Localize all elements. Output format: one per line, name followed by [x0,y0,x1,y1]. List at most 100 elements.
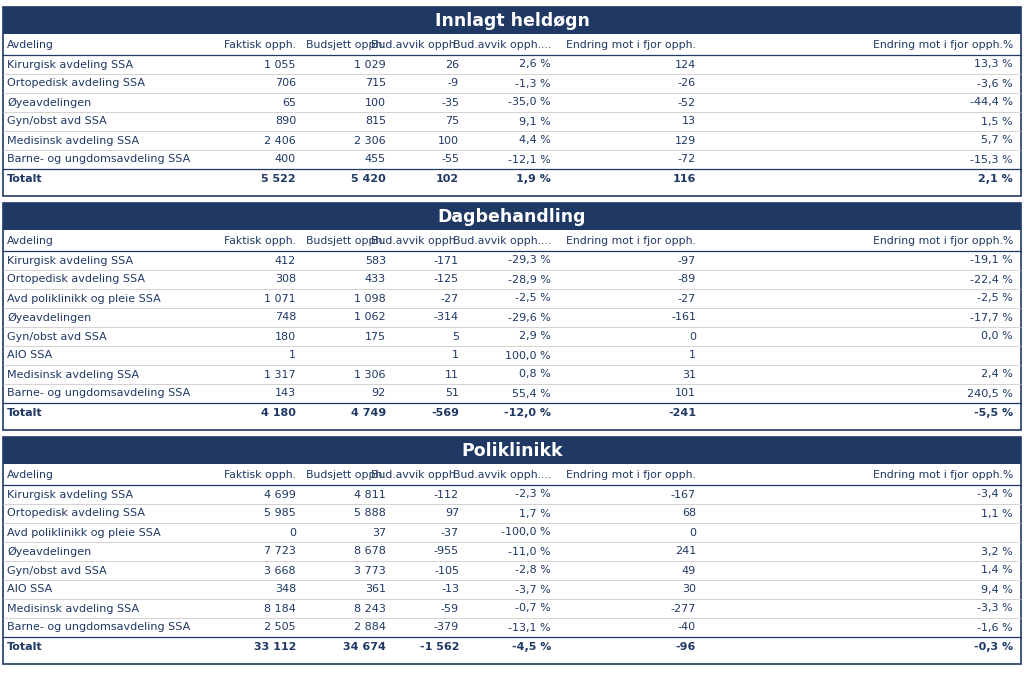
Text: 13,3 %: 13,3 % [975,60,1013,69]
Text: 26: 26 [444,60,459,69]
Text: Bud.avvik opph.: Bud.avvik opph. [371,39,459,50]
Text: 31: 31 [682,369,696,380]
Text: -12,0 %: -12,0 % [504,407,551,418]
Text: 51: 51 [445,388,459,399]
Text: Kirurgisk avdeling SSA: Kirurgisk avdeling SSA [7,490,133,500]
Text: -161: -161 [671,312,696,323]
Text: -52: -52 [678,98,696,107]
Text: 4 699: 4 699 [264,490,296,500]
Text: -0,7 %: -0,7 % [515,604,551,614]
Text: 8 243: 8 243 [354,604,386,614]
Text: -2,5 %: -2,5 % [977,293,1013,304]
Text: -72: -72 [678,155,696,164]
Text: 890: 890 [274,117,296,126]
Text: Faktisk opph.: Faktisk opph. [224,469,296,479]
Bar [3,203,1021,230]
Text: Bud.avvik opph....: Bud.avvik opph.... [453,469,551,479]
Text: 1: 1 [289,350,296,361]
Text: 361: 361 [365,585,386,595]
Bar [3,203,1021,430]
Text: 5 420: 5 420 [351,174,386,183]
Text: Budsjett opph.: Budsjett opph. [306,39,386,50]
Bar [3,7,1021,196]
Text: 49: 49 [682,566,696,576]
Text: -4,5 %: -4,5 % [512,642,551,651]
Text: -27: -27 [678,293,696,304]
Text: 34 674: 34 674 [343,642,386,651]
Text: Medisinsk avdeling SSA: Medisinsk avdeling SSA [7,604,139,614]
Text: Avdeling: Avdeling [7,469,54,479]
Text: -13: -13 [441,585,459,595]
Text: Kirurgisk avdeling SSA: Kirurgisk avdeling SSA [7,60,133,69]
Text: -3,4 %: -3,4 % [977,490,1013,500]
Text: 37: 37 [372,528,386,538]
Text: 100: 100 [438,136,459,145]
Text: -29,3 %: -29,3 % [508,255,551,265]
Text: -22,4 %: -22,4 % [970,274,1013,285]
Text: Gyn/obst avd SSA: Gyn/obst avd SSA [7,566,106,576]
Text: 715: 715 [365,79,386,88]
Text: Endring mot i fjor opph.: Endring mot i fjor opph. [566,39,696,50]
Text: 2 505: 2 505 [264,623,296,633]
Text: -29,6 %: -29,6 % [508,312,551,323]
Text: -11,0 %: -11,0 % [508,547,551,557]
Text: -2,8 %: -2,8 % [515,566,551,576]
Text: Øyeavdelingen: Øyeavdelingen [7,547,91,557]
Text: -89: -89 [678,274,696,285]
Text: 65: 65 [282,98,296,107]
Text: Gyn/obst avd SSA: Gyn/obst avd SSA [7,331,106,342]
Text: -40: -40 [678,623,696,633]
Text: 5 985: 5 985 [264,509,296,519]
Text: 308: 308 [274,274,296,285]
Text: 4 180: 4 180 [261,407,296,418]
Text: 583: 583 [365,255,386,265]
Text: Endring mot i fjor opph.%: Endring mot i fjor opph.% [872,236,1013,246]
Text: 100,0 %: 100,0 % [506,350,551,361]
Text: Avd poliklinikk og pleie SSA: Avd poliklinikk og pleie SSA [7,528,161,538]
Text: Medisinsk avdeling SSA: Medisinsk avdeling SSA [7,369,139,380]
Text: Totalt: Totalt [7,174,43,183]
Text: 3 668: 3 668 [264,566,296,576]
Text: 1,9 %: 1,9 % [516,174,551,183]
Text: 30: 30 [682,585,696,595]
Text: 5 888: 5 888 [354,509,386,519]
Text: Bud.avvik opph.: Bud.avvik opph. [371,236,459,246]
Text: -28,9 %: -28,9 % [508,274,551,285]
Text: 4 749: 4 749 [351,407,386,418]
Text: -1,3 %: -1,3 % [515,79,551,88]
Text: 0,8 %: 0,8 % [519,369,551,380]
Text: -2,5 %: -2,5 % [515,293,551,304]
Text: -314: -314 [434,312,459,323]
Text: Endring mot i fjor opph.%: Endring mot i fjor opph.% [872,39,1013,50]
Text: -0,3 %: -0,3 % [974,642,1013,651]
Text: 92: 92 [372,388,386,399]
Text: -955: -955 [434,547,459,557]
Text: 55,4 %: 55,4 % [512,388,551,399]
Text: 11: 11 [445,369,459,380]
Text: 2,9 %: 2,9 % [519,331,551,342]
Text: 2 306: 2 306 [354,136,386,145]
Bar [3,7,1021,196]
Text: 5,7 %: 5,7 % [981,136,1013,145]
Text: Bud.avvik opph....: Bud.avvik opph.... [453,236,551,246]
Text: 75: 75 [444,117,459,126]
Text: Innlagt heldøgn: Innlagt heldøgn [434,12,590,29]
Text: -9: -9 [447,79,459,88]
Text: Ortopedisk avdeling SSA: Ortopedisk avdeling SSA [7,79,145,88]
Text: 101: 101 [675,388,696,399]
Text: -3,6 %: -3,6 % [977,79,1013,88]
Text: 1 317: 1 317 [264,369,296,380]
Text: 1 062: 1 062 [354,312,386,323]
Text: Ortopedisk avdeling SSA: Ortopedisk avdeling SSA [7,274,145,285]
Text: Faktisk opph.: Faktisk opph. [224,236,296,246]
Text: 8 184: 8 184 [264,604,296,614]
Text: AIO SSA: AIO SSA [7,350,52,361]
Text: 5: 5 [452,331,459,342]
Text: 433: 433 [365,274,386,285]
Text: 3,2 %: 3,2 % [981,547,1013,557]
Text: Budsjett opph.: Budsjett opph. [306,236,386,246]
Text: 4 811: 4 811 [354,490,386,500]
Text: -97: -97 [678,255,696,265]
Text: 1 055: 1 055 [264,60,296,69]
Text: 1,4 %: 1,4 % [981,566,1013,576]
